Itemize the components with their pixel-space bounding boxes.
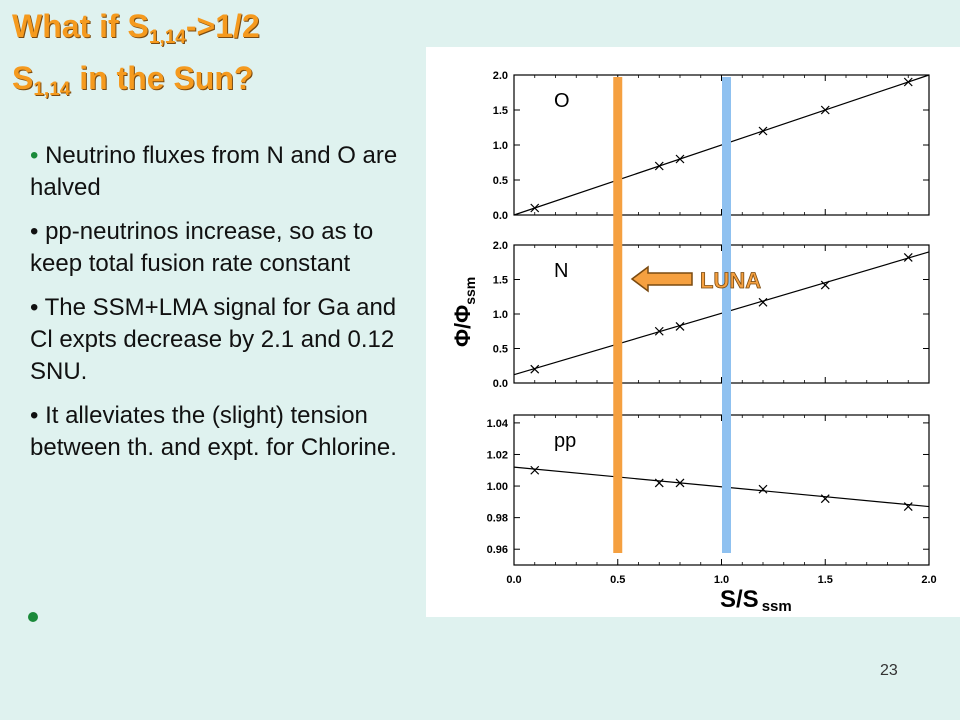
x-tick-label: 2.0 [921, 574, 936, 586]
y-tick-label: 1.02 [487, 449, 508, 461]
data-point-stroke [820, 494, 830, 504]
bullet-item: • The SSM+LMA signal for Ga and Cl expts… [30, 294, 397, 385]
data-point-stroke [675, 154, 685, 164]
data-point [820, 280, 830, 290]
title-line-1: What if S1,14->1/2 [12, 8, 260, 48]
bullet-item: • pp-neutrinos increase, so as to keep t… [30, 218, 374, 277]
data-point-stroke [654, 478, 664, 488]
data-point [758, 126, 768, 136]
y-tick-label: 2.0 [493, 70, 508, 82]
data-point-stroke [820, 280, 830, 290]
data-point [530, 364, 540, 374]
y-tick-label: 1.5 [493, 105, 508, 117]
x-tick-label: 1.5 [818, 574, 833, 586]
data-point-stroke [820, 105, 830, 115]
data-point-stroke [675, 321, 685, 331]
data-point [530, 465, 540, 475]
data-point-stroke [654, 161, 664, 171]
x-tick-label: 1.0 [714, 574, 729, 586]
data-point-stroke [530, 364, 540, 374]
y-tick-label: 0.0 [493, 210, 508, 222]
data-point [820, 494, 830, 504]
title-line-2: S1,14 in the Sun? [12, 60, 254, 100]
x-tick-label: 0.5 [610, 574, 625, 586]
panel-frame [513, 244, 930, 384]
page-number: 23 [880, 662, 898, 679]
empty-bullet-icon [28, 612, 38, 622]
y-tick-label: 1.0 [493, 140, 508, 152]
panel-label: N [554, 260, 568, 282]
y-axis-label: Φ/Φssm [450, 277, 478, 347]
data-point [758, 484, 768, 494]
data-point [903, 252, 913, 262]
bullet-list: • Neutrino fluxes from N and O are halve… [30, 140, 400, 476]
y-tick-label: 2.0 [493, 240, 508, 252]
data-point [654, 326, 664, 336]
x-axis-label: S/S ssm [720, 586, 792, 615]
y-tick-label: 1.04 [487, 418, 509, 430]
data-point-stroke [675, 478, 685, 488]
data-point [675, 478, 685, 488]
chart-svg: 0.0 0.5 1.0 1.5 2.0 O 0.0 0.5 1.0 1.5 2.0 N 0.96 0.98… [450, 70, 937, 615]
data-point [758, 297, 768, 307]
y-tick-label: 1.00 [487, 481, 508, 493]
data-point [654, 478, 664, 488]
slide-title: What if S1,14->1/2 S1,14 in the Sun? [12, 6, 260, 110]
panel-frame [513, 414, 930, 566]
bullet-item: • Neutrino fluxes from N and O are halve… [30, 142, 398, 201]
data-point-stroke [758, 297, 768, 307]
data-point [903, 502, 913, 512]
data-point [654, 161, 664, 171]
chart-figure: 0.0 0.5 1.0 1.5 2.0 O 0.0 0.5 1.0 1.5 2.0 N 0.96 0.98… [426, 47, 960, 617]
data-point-stroke [530, 465, 540, 475]
y-tick-label: 0.5 [493, 344, 508, 356]
luna-arrow-icon [630, 265, 693, 293]
panel-label: O [554, 90, 570, 112]
data-point [903, 77, 913, 87]
data-point-stroke [903, 502, 913, 512]
data-point [820, 105, 830, 115]
data-point [530, 203, 540, 213]
data-point-stroke [758, 126, 768, 136]
fit-line [513, 74, 930, 216]
data-point-stroke [654, 326, 664, 336]
luna-annotation: LUNA [700, 268, 761, 293]
fit-line [513, 251, 930, 376]
y-tick-label: 0.0 [493, 378, 508, 390]
y-tick-label: 1.5 [493, 275, 508, 287]
x-tick-label: 0.0 [506, 574, 521, 586]
y-tick-label: 1.0 [493, 309, 508, 321]
data-point [675, 154, 685, 164]
bullet-item: • It alleviates the (slight) tension bet… [30, 402, 397, 461]
data-point-stroke [903, 77, 913, 87]
y-tick-label: 0.96 [487, 544, 508, 556]
data-point [675, 321, 685, 331]
data-point-stroke [903, 252, 913, 262]
data-point-stroke [530, 203, 540, 213]
panel-label: pp [554, 430, 576, 452]
fit-line [513, 466, 930, 508]
y-tick-label: 0.98 [487, 513, 508, 525]
y-tick-label: 0.5 [493, 175, 508, 187]
data-point-stroke [758, 484, 768, 494]
